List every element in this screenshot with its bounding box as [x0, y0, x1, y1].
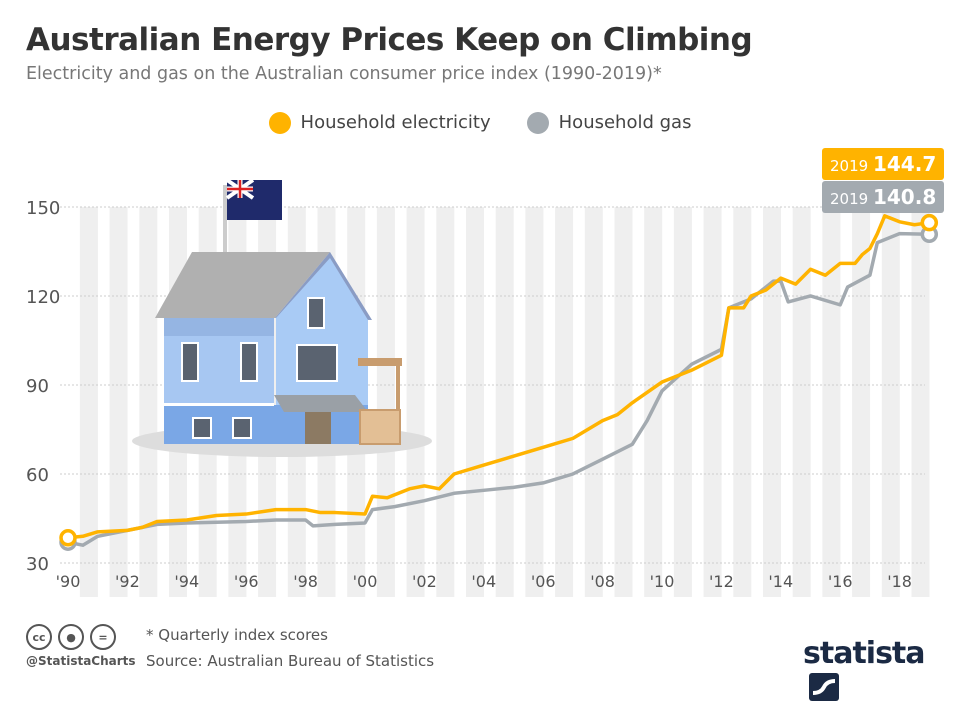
legend-item-gas: Household gas — [526, 112, 691, 134]
source: Source: Australian Bureau of Statistics — [146, 652, 435, 670]
year-stripe — [673, 207, 692, 597]
endpoint-marker — [920, 213, 939, 232]
x-tick-label: '02 — [412, 572, 437, 591]
x-tick-label: '94 — [174, 572, 199, 591]
year-stripe — [584, 207, 603, 597]
x-tick-label: '00 — [353, 572, 378, 591]
year-stripe — [881, 207, 900, 597]
person-icon: ● — [58, 624, 84, 650]
series-line-household-electricity — [67, 214, 930, 540]
x-tick-label: '16 — [828, 572, 853, 591]
legend-dot-icon — [268, 112, 291, 134]
year-stripe — [762, 207, 781, 597]
x-tick-label: '96 — [234, 572, 259, 591]
y-tick-label: 30 — [26, 554, 49, 575]
x-tick-label: '18 — [887, 572, 912, 591]
year-stripe — [555, 207, 574, 597]
year-stripe — [79, 207, 98, 597]
legend-item-electricity: Household electricity — [268, 112, 491, 134]
x-tick-label: '04 — [471, 572, 496, 591]
footnote: * Quarterly index scores — [146, 626, 328, 644]
x-tick-label: '06 — [531, 572, 556, 591]
year-stripe — [109, 207, 128, 597]
year-stripe — [436, 207, 455, 597]
endpoint-marker — [59, 529, 77, 547]
twitter-handle: @StatistaCharts — [26, 654, 136, 668]
page-title: Australian Energy Prices Keep on Climbin… — [26, 22, 753, 58]
annotation-electricity: 2019 144.7 — [822, 148, 945, 180]
y-tick-label: 150 — [26, 198, 60, 219]
year-stripe — [376, 207, 395, 597]
year-stripe — [911, 207, 930, 597]
year-stripe — [852, 207, 871, 597]
year-stripe — [406, 207, 425, 597]
legend: Household electricity Household gas — [0, 112, 960, 134]
x-tick-label: '08 — [590, 572, 615, 591]
year-stripe — [703, 207, 722, 597]
year-stripe — [139, 207, 158, 597]
page-subtitle: Electricity and gas on the Australian co… — [26, 64, 662, 84]
year-stripe — [644, 207, 663, 597]
x-tick-label: '14 — [768, 572, 793, 591]
y-tick-label: 60 — [26, 465, 49, 486]
statista-logo[interactable]: statista — [803, 636, 960, 706]
chart: 30 60 90 120 150 '90 '92 '94 '96 '98 '00 '02 '04 '06 '… — [26, 178, 939, 597]
year-stripe — [792, 207, 811, 597]
year-stripe — [733, 207, 752, 597]
x-tick-label: '90 — [56, 572, 81, 591]
y-tick-label: 120 — [26, 287, 60, 308]
year-stripe — [495, 207, 514, 597]
x-tick-label: '92 — [115, 572, 140, 591]
year-stripe — [614, 207, 633, 597]
house-illustration — [132, 178, 432, 457]
x-tick-label: '10 — [650, 572, 675, 591]
y-tick-label: 90 — [26, 376, 49, 397]
series-line-household-gas — [67, 231, 930, 547]
legend-dot-icon — [526, 112, 549, 134]
equals-icon: = — [90, 624, 116, 650]
cc-icon: cc — [26, 624, 52, 650]
x-tick-label: '98 — [293, 572, 318, 591]
year-stripe — [525, 207, 544, 597]
x-tick-label: '12 — [709, 572, 734, 591]
annotation-gas: 2019 140.8 — [822, 181, 945, 213]
year-stripe — [465, 207, 484, 597]
